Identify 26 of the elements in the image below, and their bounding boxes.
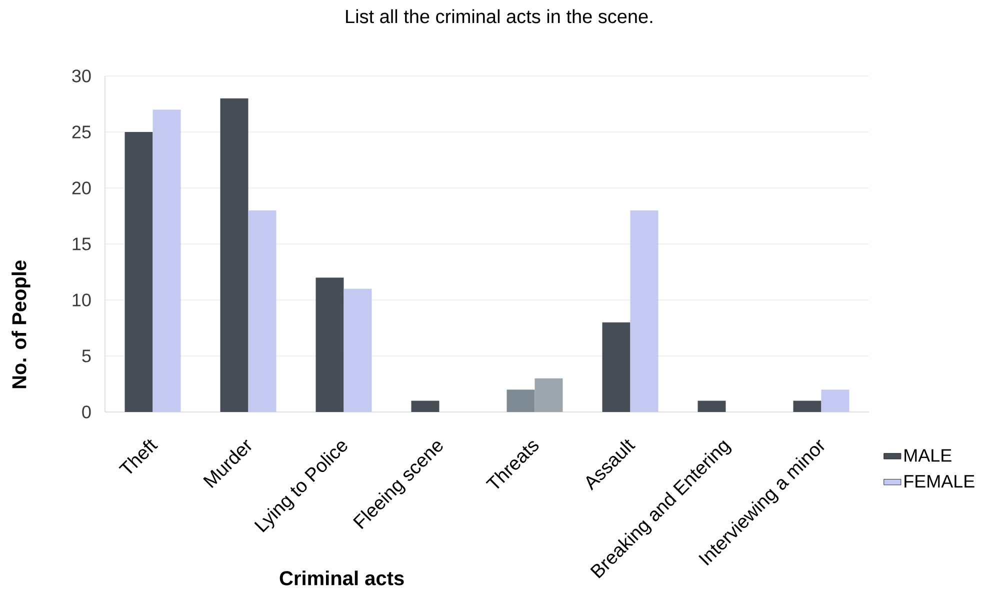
bar	[316, 278, 344, 412]
chart-title: List all the criminal acts in the scene.	[346, 9, 652, 24]
y-tick-label: 0	[82, 406, 91, 418]
bar	[411, 400, 440, 412]
x-axis-title: Criminal acts	[280, 570, 404, 586]
y-axis-title: No. of People	[12, 260, 30, 388]
bar	[534, 378, 563, 412]
bar	[821, 390, 850, 412]
y-tick-label: 30	[72, 70, 91, 82]
bar	[152, 110, 181, 412]
bar	[506, 390, 535, 412]
y-tick-label: 25	[72, 126, 91, 138]
bar	[698, 400, 726, 412]
bar	[220, 98, 248, 412]
legend-label: FEMALE	[904, 475, 974, 488]
bar	[344, 288, 372, 412]
bar	[124, 132, 153, 412]
y-tick-label: 20	[72, 182, 91, 194]
y-tick-label: 15	[72, 238, 91, 250]
bar	[248, 210, 276, 412]
bar	[793, 400, 822, 412]
y-tick-label: 10	[72, 294, 91, 306]
bar	[630, 210, 658, 412]
legend-label: MALE	[904, 449, 952, 462]
bar	[602, 322, 630, 412]
y-tick-label: 5	[82, 350, 91, 362]
